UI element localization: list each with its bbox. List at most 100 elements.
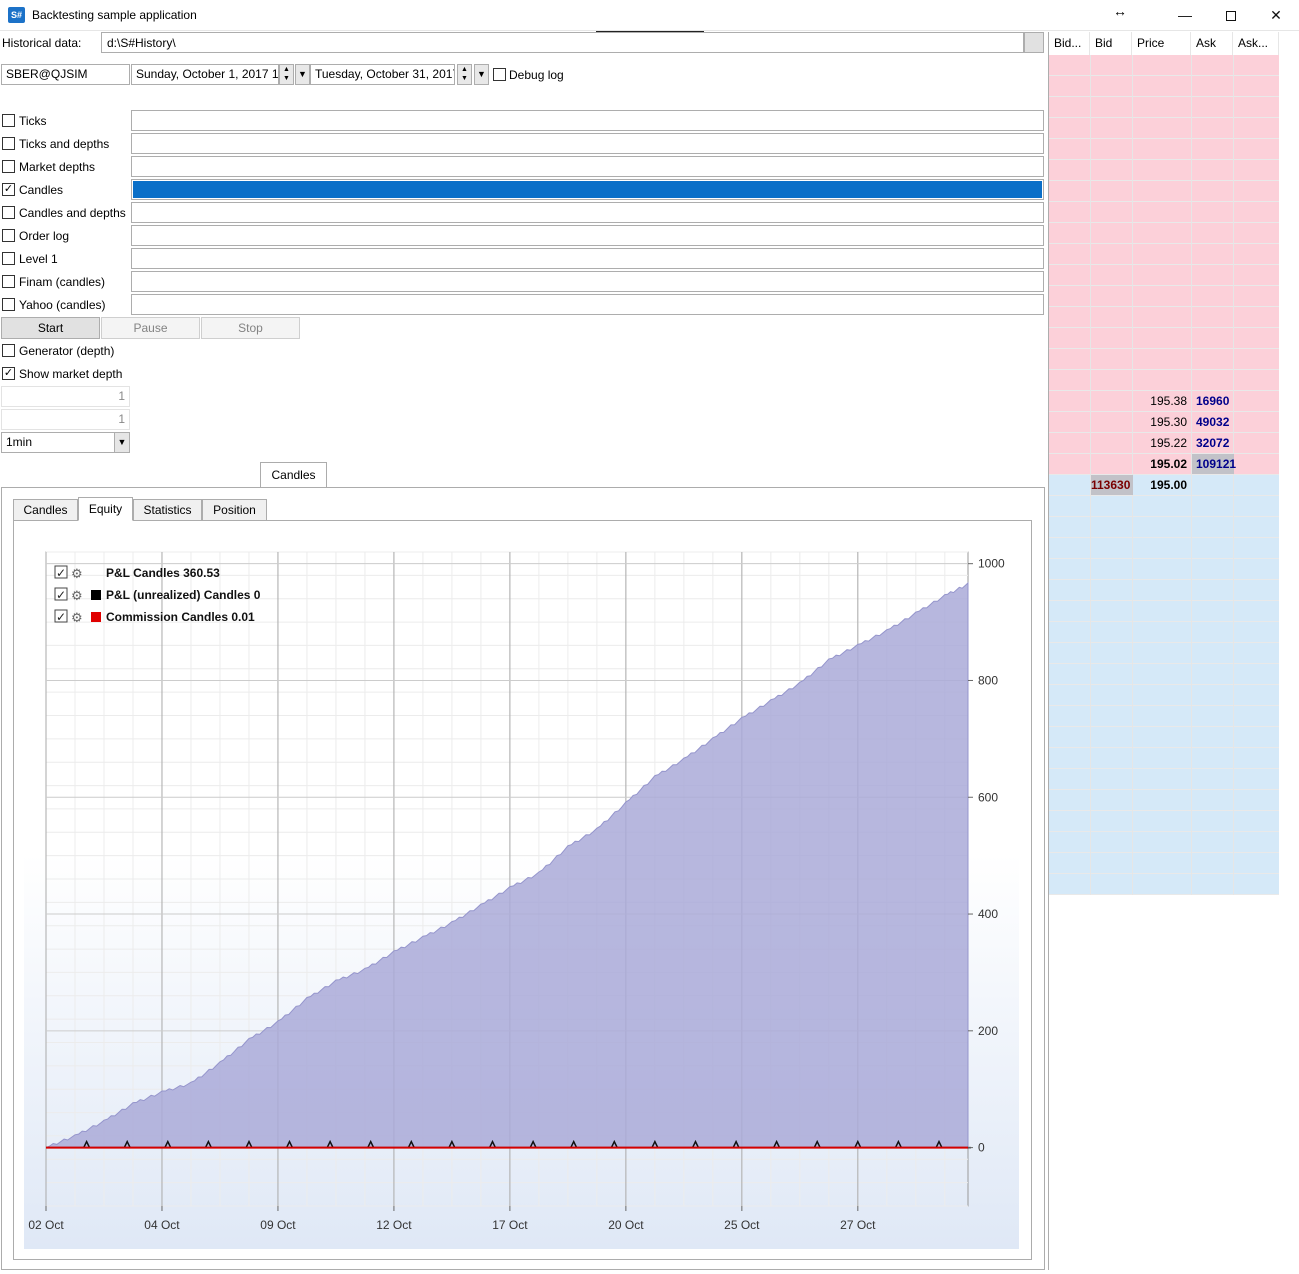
- start-button[interactable]: Start: [1, 317, 100, 339]
- show-market-depth-checkbox[interactable]: ✓: [2, 367, 15, 380]
- tab-equity[interactable]: Equity: [78, 497, 133, 521]
- source-checkbox-7[interactable]: [2, 275, 15, 288]
- depth-row[interactable]: [1049, 517, 1279, 538]
- depth-row[interactable]: [1049, 727, 1279, 748]
- grid-line: [1132, 643, 1133, 664]
- depth-row[interactable]: [1049, 853, 1279, 874]
- source-checkbox-8[interactable]: [2, 298, 15, 311]
- depth-row[interactable]: [1049, 391, 1279, 412]
- depth-row[interactable]: [1049, 139, 1279, 160]
- grid-line: [1132, 349, 1133, 370]
- grid-line: [1090, 601, 1091, 622]
- from-date-dropdown[interactable]: ▼: [295, 64, 310, 85]
- tab-position[interactable]: Position: [202, 499, 267, 521]
- depth-row[interactable]: [1049, 160, 1279, 181]
- source-checkbox-2[interactable]: [2, 160, 15, 173]
- depth-header-bid[interactable]: Bid: [1090, 32, 1132, 55]
- source-checkbox-4[interactable]: [2, 206, 15, 219]
- depth-row[interactable]: [1049, 538, 1279, 559]
- depth-row[interactable]: [1049, 349, 1279, 370]
- depth-row[interactable]: [1049, 286, 1279, 307]
- depth-row[interactable]: [1049, 412, 1279, 433]
- depth-row[interactable]: [1049, 874, 1279, 895]
- depth-row[interactable]: [1049, 181, 1279, 202]
- legend-checkbox[interactable]: [54, 565, 68, 579]
- depth-row[interactable]: [1049, 580, 1279, 601]
- maximize-button[interactable]: [1208, 0, 1254, 31]
- legend-checkbox[interactable]: [54, 609, 68, 623]
- depth-row[interactable]: [1049, 55, 1279, 76]
- depth-row[interactable]: [1049, 433, 1279, 454]
- grid-line: [1191, 496, 1192, 517]
- minimize-button[interactable]: —: [1162, 0, 1208, 31]
- depth-row[interactable]: [1049, 202, 1279, 223]
- depth-row[interactable]: [1049, 706, 1279, 727]
- depth-row[interactable]: [1049, 76, 1279, 97]
- from-date-spinner[interactable]: ▲ ▼: [279, 64, 294, 85]
- source-checkbox-5[interactable]: [2, 229, 15, 242]
- depth-row[interactable]: [1049, 643, 1279, 664]
- depth-row[interactable]: [1049, 664, 1279, 685]
- timeframe-select[interactable]: 1min: [1, 432, 130, 453]
- depth-row[interactable]: [1049, 496, 1279, 517]
- grid-line: [1233, 475, 1234, 496]
- depth-row[interactable]: [1049, 559, 1279, 580]
- depth-row[interactable]: [1049, 769, 1279, 790]
- from-date-field[interactable]: Sunday, October 1, 2017 1:: [131, 64, 279, 85]
- to-date-spinner[interactable]: ▲ ▼: [457, 64, 472, 85]
- depth-row[interactable]: [1049, 832, 1279, 853]
- resize-arrows-icon[interactable]: ↔: [1113, 3, 1127, 19]
- depth-row[interactable]: [1049, 685, 1279, 706]
- to-date-field[interactable]: Tuesday, October 31, 2017: [310, 64, 455, 85]
- close-button[interactable]: ✕: [1253, 0, 1299, 31]
- depth-row[interactable]: [1049, 790, 1279, 811]
- down-arrow-icon[interactable]: ▼: [283, 75, 290, 82]
- historical-path-input[interactable]: d:\S#History\: [101, 32, 1024, 53]
- grid-line: [1191, 97, 1192, 118]
- depth-header-bid-extra[interactable]: Bid...: [1049, 32, 1090, 55]
- market-depth-grid[interactable]: Bid... Bid Price Ask Ask... 195.38 16960 195.30…: [1048, 32, 1299, 1270]
- legend-checkbox[interactable]: [54, 587, 68, 601]
- depth-row[interactable]: [1049, 244, 1279, 265]
- source-checkbox-6[interactable]: [2, 252, 15, 265]
- pause-button[interactable]: Pause: [101, 317, 200, 339]
- source-checkbox-3[interactable]: ✓: [2, 183, 15, 196]
- source-label-0: Ticks: [19, 114, 47, 128]
- depth-row[interactable]: [1049, 811, 1279, 832]
- depth-row[interactable]: [1049, 748, 1279, 769]
- debug-log-checkbox[interactable]: [493, 68, 506, 81]
- depth-spinner-2[interactable]: 1: [1, 409, 130, 430]
- depth-header-price[interactable]: Price: [1132, 32, 1191, 55]
- depth-header-ask-extra[interactable]: Ask...: [1233, 32, 1279, 55]
- depth-row[interactable]: [1049, 118, 1279, 139]
- browse-button[interactable]: [1024, 32, 1044, 53]
- tab-candles-outer[interactable]: Candles: [260, 462, 327, 488]
- depth-row[interactable]: [1049, 223, 1279, 244]
- down-arrow-icon[interactable]: ▼: [461, 75, 468, 82]
- depth-row[interactable]: [1049, 601, 1279, 622]
- security-field[interactable]: SBER@QJSIM: [1, 64, 130, 85]
- tab-statistics[interactable]: Statistics: [133, 499, 202, 521]
- gear-icon[interactable]: ⚙: [71, 566, 83, 581]
- gear-icon[interactable]: ⚙: [71, 588, 83, 603]
- depth-spinner-1[interactable]: 1: [1, 386, 130, 407]
- tab-candles[interactable]: Candles: [13, 499, 78, 521]
- depth-row[interactable]: [1049, 265, 1279, 286]
- grid-line: [1233, 244, 1234, 265]
- generator-depth-checkbox[interactable]: [2, 344, 15, 357]
- gear-icon[interactable]: ⚙: [71, 610, 83, 625]
- ask-volume: 16960: [1196, 394, 1230, 408]
- up-arrow-icon[interactable]: ▲: [283, 66, 290, 73]
- depth-row[interactable]: [1049, 328, 1279, 349]
- stop-button[interactable]: Stop: [201, 317, 300, 339]
- source-checkbox-0[interactable]: [2, 114, 15, 127]
- depth-row[interactable]: [1049, 307, 1279, 328]
- depth-row[interactable]: [1049, 97, 1279, 118]
- up-arrow-icon[interactable]: ▲: [461, 66, 468, 73]
- depth-header-ask[interactable]: Ask: [1191, 32, 1233, 55]
- to-date-dropdown[interactable]: ▼: [474, 64, 489, 85]
- source-checkbox-1[interactable]: [2, 137, 15, 150]
- chevron-down-icon[interactable]: ▼: [114, 433, 129, 452]
- depth-row[interactable]: [1049, 370, 1279, 391]
- depth-row[interactable]: [1049, 622, 1279, 643]
